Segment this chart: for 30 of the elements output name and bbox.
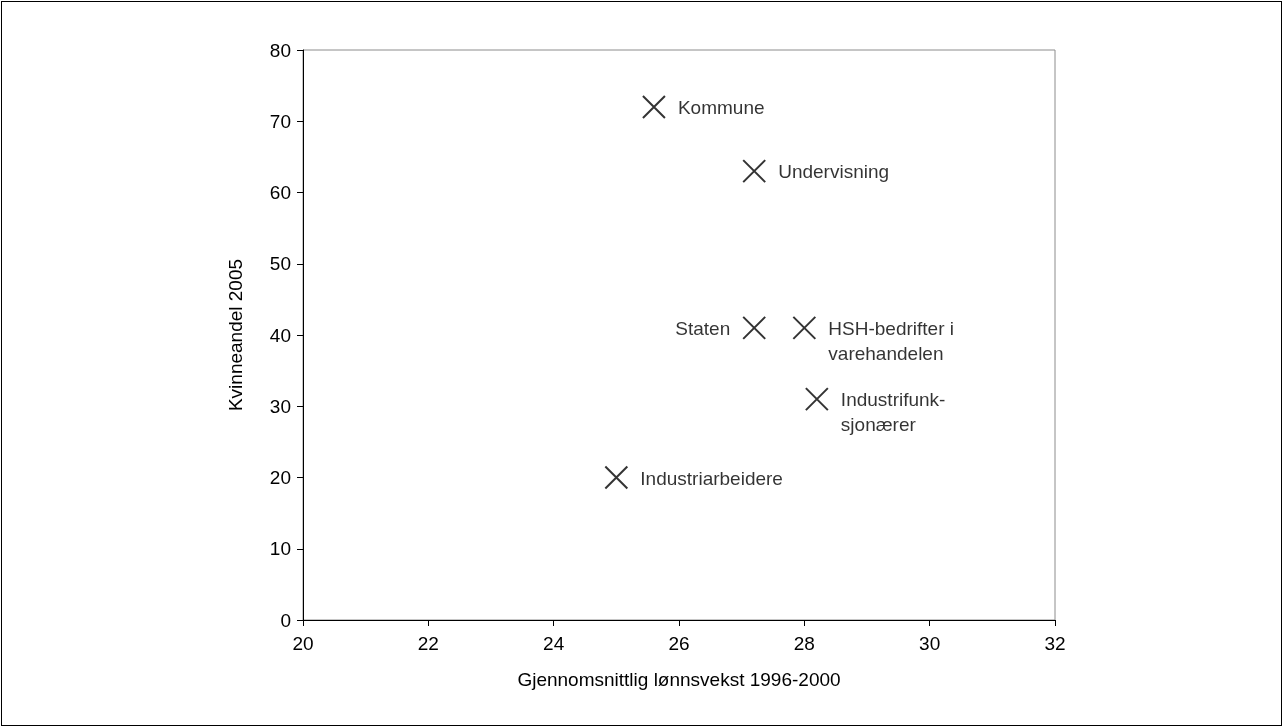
y-tick-label: 60 (269, 182, 291, 203)
point (792, 315, 817, 340)
point (742, 159, 767, 184)
annotation: Kommune (677, 97, 765, 118)
y-tick-label: 20 (269, 467, 291, 488)
y-tick-label: 30 (269, 395, 291, 417)
x-tick-label: 26 (668, 633, 690, 654)
y-tick-label: 0 (280, 609, 291, 631)
x-tick-label: 28 (793, 633, 815, 654)
point (604, 465, 629, 490)
y-tick-label: 40 (269, 324, 291, 346)
y-tick-label: 70 (269, 110, 291, 132)
x-tick-label: 22 (417, 633, 439, 654)
point (742, 315, 767, 340)
y-tick-label: 80 (269, 39, 291, 61)
y-tick-label: 50 (269, 253, 291, 275)
annotation: Industriarbeidere (640, 467, 783, 489)
annotation: Industrifunk- sjonærer (840, 389, 946, 436)
y-tick-label: 10 (269, 538, 291, 560)
annotation: Undervisning (778, 161, 890, 183)
x-tick-label: 20 (292, 633, 314, 654)
annotation: Staten (675, 317, 731, 339)
x-tick-label: 24 (543, 633, 565, 654)
x-axis-title: Gjennomsnittlig lønnsvekst 1996-2000 (517, 669, 841, 690)
annotation: HSH-bedrifter i varehandelen (828, 317, 954, 364)
x-tick-label: 30 (919, 633, 941, 654)
x-tick-label: 32 (1044, 633, 1066, 654)
point (804, 387, 829, 412)
point (641, 95, 666, 119)
y-axis-title: Kvinneandel 2005 (225, 258, 246, 412)
